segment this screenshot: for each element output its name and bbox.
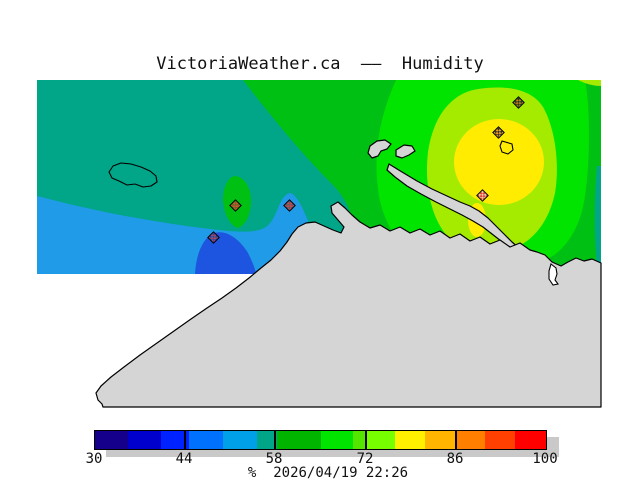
field-yellow-core [454, 119, 544, 205]
colorbar-segment-13 [485, 431, 515, 449]
page-title: VictoriaWeather.ca —— Humidity [156, 54, 484, 74]
colorbar-segment-10 [395, 431, 425, 449]
field-chartreuse-corner [578, 80, 601, 86]
colorbar-segment-0 [95, 431, 128, 449]
island-north-b [395, 144, 416, 159]
colorbar-segment-4 [223, 431, 257, 449]
colorbar-tick-label-100: 100 [532, 451, 558, 467]
colorbar-tick-86 [455, 431, 457, 449]
colorbar-segment-2 [161, 431, 189, 449]
colorbar-tick-label-86: 86 [446, 451, 464, 467]
colorbar-segment-11 [425, 431, 455, 449]
colorbar-tick-72 [365, 431, 367, 449]
colorbar-tick-label-44: 44 [175, 451, 193, 467]
field-light-blue-west [37, 193, 322, 274]
mainland [95, 201, 602, 408]
colorbar-segment-8 [353, 431, 365, 449]
humidity-field [37, 80, 601, 274]
colorbar-segment-12 [455, 431, 485, 449]
island-north-a [367, 139, 392, 159]
coast-lagoon-notch [548, 263, 559, 286]
colorbar-tick-label-72: 72 [356, 451, 374, 467]
station-flag-outline [499, 140, 514, 155]
colorbar-segment-1 [128, 431, 161, 449]
colorbar-tick-44 [184, 431, 186, 449]
colorbar [94, 430, 547, 450]
colorbar-segment-9 [365, 431, 395, 449]
colorbar-tick-58 [274, 431, 276, 449]
timestamp-caption: % 2026/04/19 22:26 [247, 465, 409, 481]
colorbar-segment-14 [515, 431, 546, 449]
colorbar-segment-3 [189, 431, 223, 449]
field-teal-east-strip [594, 166, 601, 268]
colorbar-tick-label-58: 58 [265, 451, 283, 467]
colorbar-segment-5 [257, 431, 277, 449]
colorbar-segment-7 [321, 431, 353, 449]
colorbar-tick-label-30: 30 [85, 451, 103, 467]
island-contour [108, 162, 158, 188]
field-royal-blue-core [195, 232, 256, 274]
colorbar-segment-6 [277, 431, 321, 449]
